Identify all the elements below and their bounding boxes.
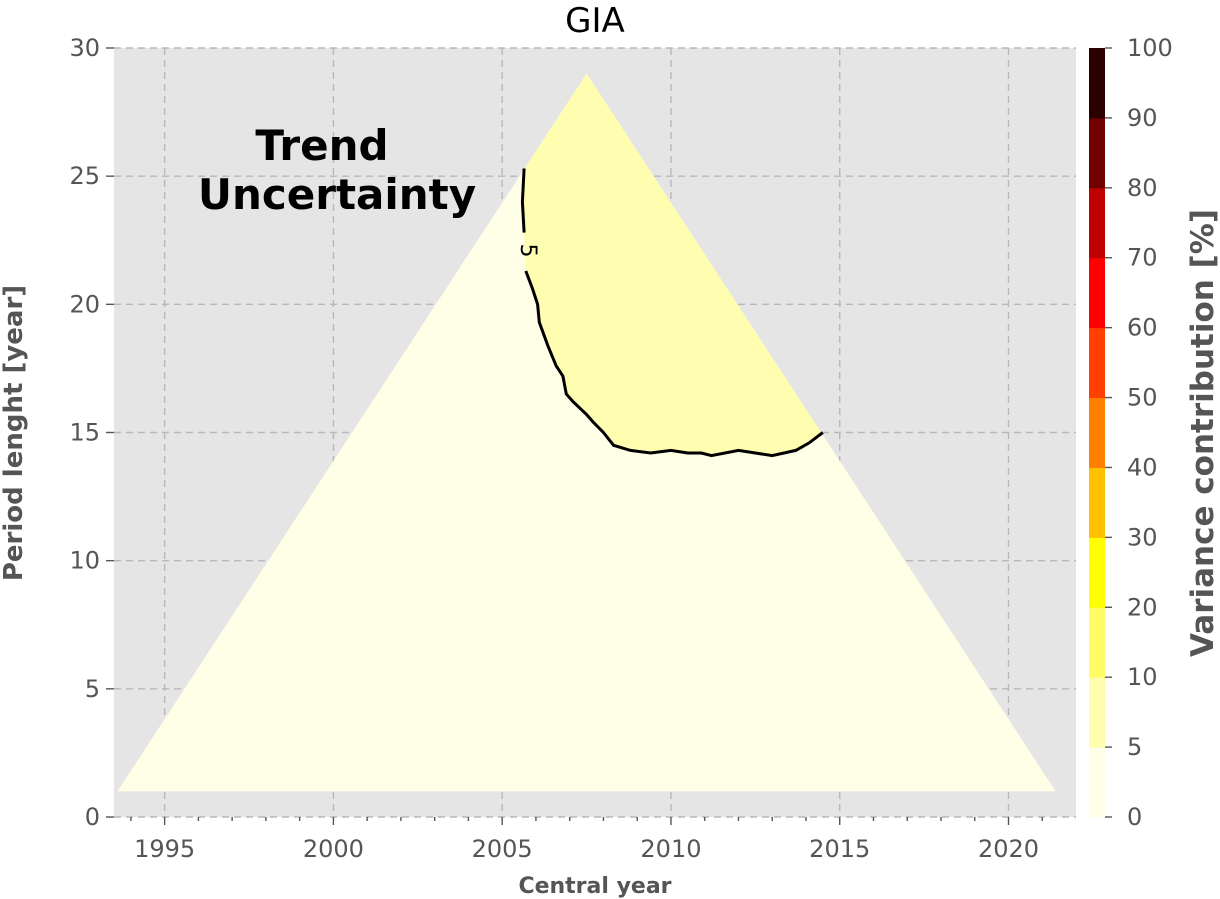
x-axis-label: Central year: [518, 874, 671, 899]
colorbar-segment: [1089, 537, 1105, 608]
colorbar-tick-label: 50: [1127, 384, 1158, 412]
colorbar-tick-label: 80: [1127, 174, 1158, 202]
y-tick-label: 25: [69, 162, 100, 190]
colorbar-tick-label: 10: [1127, 663, 1158, 691]
colorbar-segment: [1089, 257, 1105, 329]
colorbar-segment: [1089, 397, 1105, 468]
y-tick-label: 0: [85, 803, 100, 831]
annotation-line-2: Uncertainty: [198, 170, 476, 219]
colorbar-segment: [1089, 117, 1105, 189]
colorbar-tick-label: 40: [1127, 453, 1158, 481]
x-tick-label: 1995: [134, 835, 195, 863]
x-tick-label: 2010: [640, 835, 701, 863]
colorbar-segment: [1089, 747, 1105, 818]
colorbar-segment: [1089, 187, 1105, 259]
x-tick-label: 2020: [978, 835, 1039, 863]
y-tick-label: 30: [69, 34, 100, 62]
colorbar-tick-label: 20: [1127, 593, 1158, 621]
colorbar: 0 5 10 20 30 40 50 60 70 80 90 100: [1089, 34, 1173, 831]
colorbar-tick-label: 100: [1127, 34, 1173, 62]
colorbar-tick-label: 70: [1127, 244, 1158, 272]
y-tick-label: 15: [69, 419, 100, 447]
colorbar-tick-label: 90: [1127, 104, 1158, 132]
chart-title: GIA: [565, 1, 625, 41]
colorbar-tick-label: 0: [1127, 803, 1142, 831]
contour-line-5: [520, 168, 526, 233]
y-axis-label: Period lenght [year]: [0, 285, 29, 581]
y-tick-label: 5: [85, 675, 100, 703]
annotation-line-1: Trend: [255, 121, 388, 170]
colorbar-tick-label: 30: [1127, 523, 1158, 551]
x-tick-label: 2000: [303, 835, 364, 863]
colorbar-tick-label: 5: [1127, 733, 1142, 761]
x-tick-label: 2005: [472, 835, 533, 863]
colorbar-tick-label: 60: [1127, 314, 1158, 342]
contour-label: 5: [515, 244, 540, 258]
y-tick-label: 10: [69, 547, 100, 575]
colorbar-segment: [1089, 607, 1105, 678]
colorbar-segment: [1089, 48, 1105, 119]
y-tick-label: 20: [69, 290, 100, 318]
colorbar-segment: [1089, 677, 1105, 748]
colorbar-label: Variance contribution [%]: [1185, 209, 1220, 657]
colorbar-segment: [1089, 467, 1105, 538]
colorbar-segment: [1089, 327, 1105, 399]
x-tick-label: 2015: [809, 835, 870, 863]
contour-line-5: [524, 270, 824, 458]
variance-region-0-5: [117, 73, 1056, 792]
